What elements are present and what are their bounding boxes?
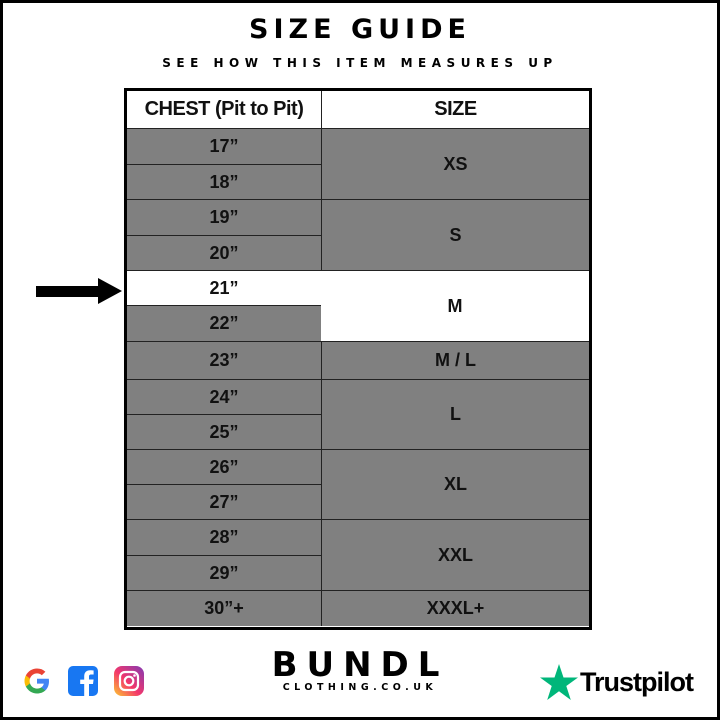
- size-cell: XS: [321, 128, 589, 199]
- chest-cell: 27”: [127, 484, 321, 519]
- size-cell: M: [321, 270, 589, 341]
- brand-domain: CLOTHING.CO.UK: [282, 682, 438, 693]
- arrow-right-icon: [36, 278, 122, 304]
- chest-cell: 21”: [127, 270, 321, 305]
- chest-cell: 28”: [127, 519, 321, 555]
- instagram-icon[interactable]: [113, 665, 145, 697]
- trustpilot-logo[interactable]: Trustpilot: [540, 664, 694, 700]
- page-subtitle: SEE HOW THIS ITEM MEASURES UP: [162, 56, 558, 70]
- chest-cell: 26”: [127, 449, 321, 484]
- header-size: SIZE: [321, 91, 589, 128]
- chest-cell: 25”: [127, 414, 321, 449]
- trustpilot-text: Trustpilot: [580, 666, 694, 697]
- chest-cell: 22”: [127, 305, 321, 341]
- size-cell: XL: [321, 449, 589, 519]
- chest-cell: 19”: [127, 199, 321, 235]
- page-title: SIZE GUIDE: [249, 14, 471, 45]
- brand-logo: BUNDL CLOTHING.CO.UK: [270, 648, 450, 693]
- size-cell: M / L: [321, 341, 589, 379]
- chest-cell: 29”: [127, 555, 321, 590]
- size-cell: XXL: [321, 519, 589, 590]
- chest-cell: 20”: [127, 235, 321, 270]
- chest-cell: 17”: [127, 128, 321, 164]
- chest-cell: 30”+: [127, 590, 321, 626]
- header-chest: CHEST (Pit to Pit): [127, 91, 321, 128]
- size-cell: S: [321, 199, 589, 270]
- size-cell: L: [321, 379, 589, 449]
- google-icon[interactable]: [21, 665, 53, 697]
- chest-cell: 18”: [127, 164, 321, 199]
- facebook-icon[interactable]: [67, 665, 99, 697]
- size-cell: XXXL+: [321, 590, 589, 626]
- chest-cell: 24”: [127, 379, 321, 414]
- chest-cell: 23”: [127, 341, 321, 379]
- brand-name: BUNDL: [271, 645, 449, 685]
- size-table: CHEST (Pit to Pit) SIZE 17” 18” 19” 20” 21” 2…: [124, 88, 592, 630]
- trustpilot-star-icon: [540, 664, 578, 700]
